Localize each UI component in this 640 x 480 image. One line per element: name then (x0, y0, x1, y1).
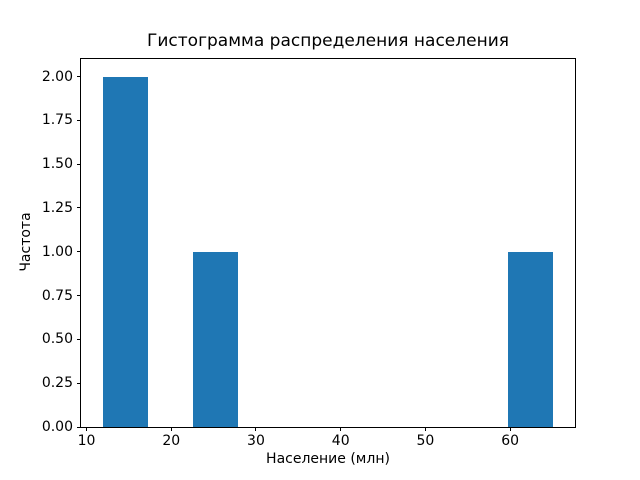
y-tick-mark (77, 163, 81, 165)
y-tick-label: 0.50 (41, 331, 73, 348)
y-tick-label: 1.00 (41, 243, 73, 260)
y-tick-label: 0.75 (41, 287, 73, 304)
x-tick-label: 20 (162, 433, 181, 449)
chart-title: Гистограмма распределения населения (147, 31, 509, 51)
y-tick-label: 2.00 (41, 68, 73, 85)
x-tick-mark (340, 427, 342, 431)
x-tick-mark (86, 427, 87, 431)
x-tick-label: 30 (247, 433, 265, 449)
y-tick-label: 1.25 (41, 199, 73, 216)
histogram-bar (507, 251, 553, 427)
histogram-bar (103, 76, 149, 427)
y-tick-label: 1.75 (41, 112, 73, 129)
y-tick-mark (77, 119, 81, 121)
x-tick-label: 60 (501, 433, 520, 449)
y-tick-label: 0.00 (41, 419, 73, 435)
y-tick-mark (77, 207, 81, 209)
y-tick-mark (77, 382, 81, 384)
plot-area: 10 20 30 40 50 60 0.00 0.25 0.50 0.75 1.00 1.25 1.50… (42, 58, 576, 448)
x-axis-label: Население (млн) (266, 451, 390, 467)
x-tick-label: 40 (331, 433, 350, 449)
y-tick-mark (77, 76, 81, 78)
x-tick-mark (170, 427, 172, 431)
y-tick-mark (77, 338, 81, 340)
y-tick-mark (77, 426, 81, 428)
x-tick-mark (255, 427, 257, 431)
y-tick-label: 0.25 (41, 375, 73, 392)
x-tick-label: 50 (416, 433, 435, 449)
x-tick-mark (509, 427, 511, 431)
y-tick-mark (77, 295, 81, 297)
x-tick-mark (424, 427, 426, 431)
x-tick-label: 10 (77, 433, 96, 449)
y-tick-label: 1.50 (41, 156, 73, 173)
histogram-bar (193, 251, 239, 427)
y-tick-mark (77, 251, 81, 253)
y-axis-label: Частота (18, 212, 34, 272)
